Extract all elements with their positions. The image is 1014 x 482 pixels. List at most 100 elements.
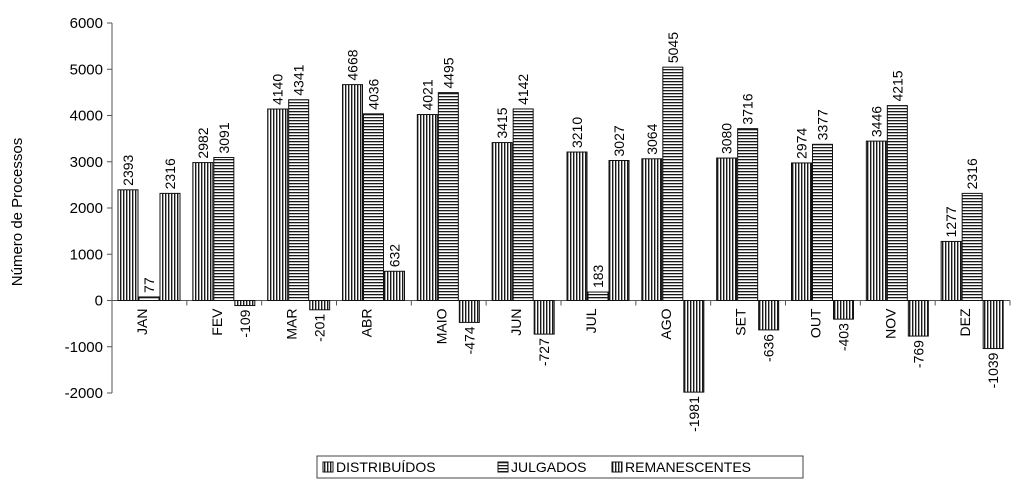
data-label: 2393 [120,154,136,185]
data-label: 3091 [216,122,232,153]
data-label: 4341 [291,64,307,95]
data-label: 4495 [440,57,456,88]
data-label: 632 [387,244,403,268]
y-tick-label: -2000 [65,385,103,402]
bar-julgados-maio [437,92,459,301]
bar-julgados-jan [138,296,160,302]
data-label: 77 [141,277,157,293]
y-tick-label: 5000 [70,61,103,78]
data-label: 3080 [719,123,735,154]
bar-distribudos-nov [865,140,887,301]
data-label: 183 [590,264,606,288]
category-label: NOV [882,308,898,339]
category-label: JAN [134,309,150,335]
bar-remanescentes-ago [683,300,705,393]
category-label: JUL [583,308,599,333]
bar-remanescentes-jun [533,300,555,335]
bar-distribudos-maio [416,114,438,301]
y-axis-label: Número de Processos [9,138,26,286]
data-label: 4036 [366,78,382,109]
y-tick-label: 3000 [70,154,103,171]
bar-distribudos-jul [566,151,588,301]
data-label: 3716 [740,93,756,124]
legend: DISTRIBUÍDOS JULGADOS REMANESCENTES [316,455,804,479]
bar-julgados-abr [363,113,384,301]
legend-swatch [322,461,334,473]
bar-remanescentes-out [833,300,854,320]
data-label: -1981 [686,396,702,432]
bar-julgados-jun [512,108,534,302]
bar-distribudos-jun [491,142,513,301]
bar-remanescentes-fev [234,300,256,307]
bar-remanescentes-nov [907,300,929,337]
data-label: -201 [312,314,328,342]
data-label: 3027 [611,125,627,156]
category-label: MAIO [433,308,449,344]
category-label: JUN [508,309,524,336]
bar-julgados-set [737,128,759,301]
legend-label: DISTRIBUÍDOS [336,459,436,475]
category-label: DEZ [957,308,973,336]
bar-julgados-dez [961,192,983,301]
data-label: 3210 [569,117,585,148]
category-label: SET [733,308,749,336]
plot-area: -2000 -1000 0 1000 2000 3000 4000 5000 6000 2393 7… [65,15,1011,432]
category-label: OUT [807,308,823,338]
data-label: 4140 [270,74,286,105]
category-label: ABR [358,309,374,338]
bar-distribudos-fev [192,162,214,301]
bar-remanescentes-set [758,300,780,331]
bar-remanescentes-dez [982,300,1004,350]
category-label: FEV [209,308,225,336]
data-label: -109 [237,309,253,337]
y-tick-label: 6000 [70,15,103,32]
y-tick-label: 2000 [70,200,103,217]
bar-remanescentes-jul [608,160,630,301]
data-label: 3446 [868,106,884,137]
data-label: 3377 [815,109,831,140]
bar-julgados-out [812,143,833,301]
data-label: -636 [761,334,777,362]
y-tick-label: 4000 [70,108,103,125]
category-label: MAR [284,309,300,340]
bar-julgados-fev [213,157,235,301]
bar-distribudos-dez [940,240,962,301]
y-tick-label: 0 [95,293,103,310]
data-label: 4215 [889,70,905,101]
data-label: 2974 [794,128,810,159]
bar-julgados-ago [662,66,684,301]
bar-remanescentes-mar [309,300,331,311]
data-label: 2982 [195,127,211,158]
bar-distribudos-jan [117,189,139,301]
bar-remanescentes-abr [384,270,405,301]
bar-distribudos-ago [641,158,663,301]
bar-remanescentes-jan [159,192,181,301]
bar-distribudos-out [791,162,812,301]
legend-label: JULGADOS [511,459,586,475]
data-label: 5045 [665,32,681,63]
data-label: -727 [536,338,552,366]
data-label: 3064 [644,123,660,154]
legend-swatch [497,461,509,473]
y-tick-label: -1000 [65,339,103,356]
legend-box [316,455,804,479]
legend-swatch [611,461,623,473]
bar-distribudos-abr [342,84,363,302]
data-label: 3415 [494,107,510,138]
bar-distribudos-mar [267,108,289,302]
y-tick-label: 1000 [70,246,103,263]
data-label: -1039 [985,352,1001,388]
legend-label: REMANESCENTES [625,459,751,475]
data-label: -769 [910,340,926,368]
bar-remanescentes-maio [458,300,480,323]
data-label: -403 [836,323,852,351]
data-label: 2316 [162,158,178,189]
bar-julgados-mar [288,99,310,302]
category-label: AGO [658,308,674,339]
bar-julgados-nov [886,105,908,302]
data-label: 4142 [515,74,531,105]
data-label: 2316 [964,158,980,189]
bar-distribudos-set [716,157,738,301]
data-label: 4668 [345,49,361,80]
